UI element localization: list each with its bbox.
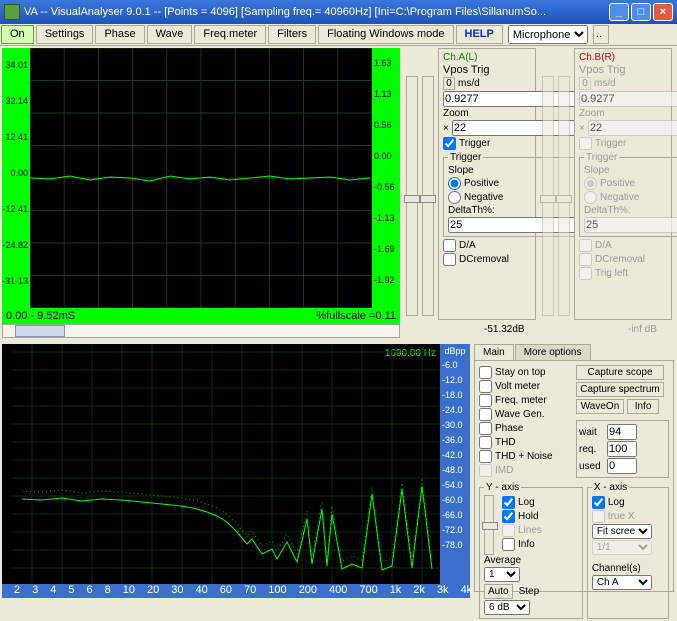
spectrum-canvas bbox=[12, 344, 440, 584]
source-select[interactable]: Microphone bbox=[508, 25, 588, 44]
chb-db: -inf dB bbox=[628, 324, 657, 335]
cha-vpos-label: Vpos Trig bbox=[443, 64, 489, 76]
scope-right-axis: 1.631.130.560.00-0.56-1.13-1.69-1.92 bbox=[372, 48, 400, 308]
cha-trig-slider[interactable] bbox=[422, 76, 434, 316]
y-slider[interactable] bbox=[484, 495, 494, 555]
freqmeter-checkbox[interactable] bbox=[479, 394, 492, 407]
freqmeter-button[interactable]: Freq.meter bbox=[194, 25, 266, 44]
info-button[interactable]: Info bbox=[627, 399, 659, 414]
req-input[interactable] bbox=[607, 441, 637, 457]
scope-time-axis: 0.00 - 9.52mS %fullscale =0.11 bbox=[2, 308, 400, 324]
cha-db: -51.32dB bbox=[484, 324, 525, 335]
scope-scrollbar[interactable] bbox=[2, 324, 400, 340]
chb-trigger-checkbox bbox=[579, 137, 592, 150]
chb-zoom-input bbox=[588, 120, 677, 136]
help-button[interactable]: HELP bbox=[456, 25, 503, 44]
phase-button[interactable]: Phase bbox=[95, 25, 144, 44]
tab-main[interactable]: Main bbox=[474, 344, 514, 360]
chb-ratio-input bbox=[579, 91, 677, 107]
spectrum-x-axis: 2345681020304060701002004007001k2k3k4k7k… bbox=[2, 584, 470, 598]
settings-button[interactable]: Settings bbox=[36, 25, 94, 44]
waveon-button[interactable]: WaveOn bbox=[576, 399, 624, 414]
msd-label: ms/d bbox=[458, 78, 480, 89]
wait-input[interactable] bbox=[607, 424, 637, 440]
fit-select[interactable]: Fit screen bbox=[592, 524, 652, 539]
stayontop-checkbox[interactable] bbox=[479, 366, 492, 379]
capture-spectrum-button[interactable]: Capture spectrum bbox=[576, 382, 664, 397]
y-info-checkbox[interactable] bbox=[502, 538, 515, 551]
cha-trigger-checkbox[interactable] bbox=[443, 137, 456, 150]
cha-label: Ch.A(L) bbox=[443, 52, 531, 63]
ratio-select: 1/1 bbox=[592, 540, 652, 555]
capture-scope-button[interactable]: Capture scope bbox=[576, 365, 664, 380]
cha-dcrem-checkbox[interactable] bbox=[443, 253, 456, 266]
cha-vpos-slider[interactable] bbox=[406, 76, 418, 316]
chb-delta-input bbox=[584, 217, 677, 233]
step-select[interactable]: 6 dB bbox=[484, 600, 530, 615]
app-icon bbox=[4, 4, 20, 20]
minimize-button[interactable]: _ bbox=[609, 3, 629, 21]
cha-slope-positive[interactable] bbox=[448, 177, 461, 190]
avg-select[interactable]: 1 bbox=[484, 567, 520, 582]
tab-more-options[interactable]: More options bbox=[515, 344, 591, 360]
window-title: VA -- VisualAnalyser 9.0.1 -- [Points = … bbox=[24, 6, 609, 18]
on-button[interactable]: On bbox=[1, 25, 34, 44]
maximize-button[interactable]: □ bbox=[631, 3, 651, 21]
scope-fullscale: %fullscale =0.11 bbox=[316, 310, 396, 322]
cha-slope-negative[interactable] bbox=[448, 191, 461, 204]
scope-left-axis: 34.0132.1412.410.00-12.41-24.82-31-13 bbox=[2, 48, 30, 308]
y-lines-checkbox bbox=[502, 524, 515, 537]
chb-label: Ch.B(R) bbox=[579, 52, 667, 63]
close-button[interactable]: × bbox=[653, 3, 673, 21]
chb-vpos-slider bbox=[542, 76, 554, 316]
voltmeter-checkbox[interactable] bbox=[479, 380, 492, 393]
zoom-label: Zoom bbox=[443, 108, 531, 119]
cha-delta-input[interactable] bbox=[448, 217, 594, 233]
spectrum-y-axis: dBpp -6.0-12.0-18.0-24.0-30.0-36.0-42.0-… bbox=[440, 344, 470, 584]
wave-button[interactable]: Wave bbox=[147, 25, 193, 44]
phase-checkbox[interactable] bbox=[479, 422, 492, 435]
imd-checkbox bbox=[479, 464, 492, 477]
scope-canvas bbox=[30, 48, 372, 308]
thdnoise-checkbox[interactable] bbox=[479, 450, 492, 463]
source-options-button[interactable]: .. bbox=[593, 25, 609, 44]
cha-da-checkbox[interactable] bbox=[443, 239, 456, 252]
truex-checkbox bbox=[592, 510, 605, 523]
x-log-checkbox[interactable] bbox=[592, 496, 605, 509]
wavegen-checkbox[interactable] bbox=[479, 408, 492, 421]
channel-select[interactable]: Ch A bbox=[592, 575, 652, 590]
thd-checkbox[interactable] bbox=[479, 436, 492, 449]
floating-button[interactable]: Floating Windows mode bbox=[318, 25, 453, 44]
filters-button[interactable]: Filters bbox=[268, 25, 316, 44]
y-log-checkbox[interactable] bbox=[502, 496, 515, 509]
y-hold-checkbox[interactable] bbox=[502, 510, 515, 523]
chb-trig-slider bbox=[558, 76, 570, 316]
scope-time-range: 0.00 - 9.52mS bbox=[6, 310, 75, 322]
auto-button[interactable]: Auto bbox=[484, 584, 513, 599]
used-input[interactable] bbox=[607, 458, 637, 474]
